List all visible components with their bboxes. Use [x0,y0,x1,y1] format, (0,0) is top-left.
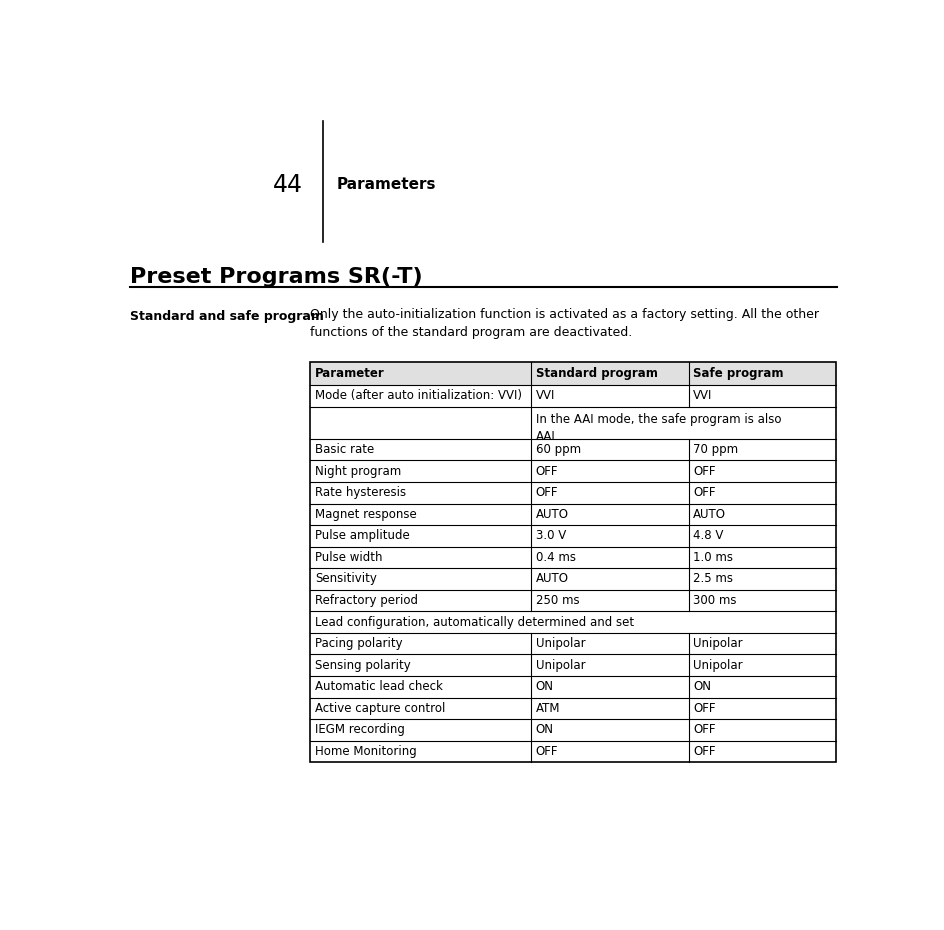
Text: OFF: OFF [693,724,716,737]
Text: Automatic lead check: Automatic lead check [315,680,443,693]
Text: OFF: OFF [693,702,716,715]
Text: Unipolar: Unipolar [535,658,585,671]
Text: Refractory period: Refractory period [315,594,418,607]
Text: ON: ON [535,724,553,737]
Text: 60 ppm: 60 ppm [535,443,581,456]
Bar [311,362,835,385]
Text: Rate hysteresis: Rate hysteresis [315,486,406,499]
Text: Lead configuration, automatically determined and set: Lead configuration, automatically determ… [315,616,634,629]
Text: 1.0 ms: 1.0 ms [693,551,733,564]
Text: Unipolar: Unipolar [693,637,743,650]
Text: Pulse width: Pulse width [315,551,382,564]
Text: 4.8 V: 4.8 V [693,529,723,542]
Text: VVI: VVI [693,390,713,403]
Text: Unipolar: Unipolar [693,658,743,671]
Text: Sensing polarity: Sensing polarity [315,658,411,671]
Text: AUTO: AUTO [693,508,726,521]
Text: AUTO: AUTO [535,573,568,586]
Text: Parameters: Parameters [337,178,436,193]
Text: Mode (after auto initialization: VVI): Mode (after auto initialization: VVI) [315,390,522,403]
Text: OFF: OFF [693,465,716,478]
Text: Pulse amplitude: Pulse amplitude [315,529,410,542]
Text: OFF: OFF [535,745,558,758]
Text: OFF: OFF [535,465,558,478]
Text: AUTO: AUTO [535,508,568,521]
Text: Standard and safe program: Standard and safe program [130,311,325,324]
Bar [311,362,835,763]
Text: OFF: OFF [693,486,716,499]
Text: Basic rate: Basic rate [315,443,374,456]
Text: Sensitivity: Sensitivity [315,573,377,586]
Text: Home Monitoring: Home Monitoring [315,745,416,758]
Text: In the AAI mode, the safe program is also
AAI.: In the AAI mode, the safe program is als… [535,413,781,443]
Text: Standard program: Standard program [535,367,657,379]
Text: Night program: Night program [315,465,401,478]
Text: IEGM recording: IEGM recording [315,724,405,737]
Text: Only the auto-initialization function is activated as a factory setting. All the: Only the auto-initialization function is… [311,308,819,339]
Text: Preset Programs SR(-T): Preset Programs SR(-T) [130,267,423,287]
Text: VVI: VVI [535,390,555,403]
Text: Active capture control: Active capture control [315,702,446,715]
Text: 2.5 ms: 2.5 ms [693,573,733,586]
Text: ON: ON [535,680,553,693]
Text: Unipolar: Unipolar [535,637,585,650]
Text: 300 ms: 300 ms [693,594,736,607]
Text: Parameter: Parameter [315,367,384,379]
Text: 250 ms: 250 ms [535,594,580,607]
Text: OFF: OFF [535,486,558,499]
Text: 44: 44 [273,173,302,197]
Text: 3.0 V: 3.0 V [535,529,565,542]
Text: 70 ppm: 70 ppm [693,443,738,456]
Text: ATM: ATM [535,702,560,715]
Text: Safe program: Safe program [693,367,784,379]
Text: Magnet response: Magnet response [315,508,416,521]
Text: 0.4 ms: 0.4 ms [535,551,576,564]
Text: Pacing polarity: Pacing polarity [315,637,402,650]
Text: OFF: OFF [693,745,716,758]
Text: ON: ON [693,680,711,693]
